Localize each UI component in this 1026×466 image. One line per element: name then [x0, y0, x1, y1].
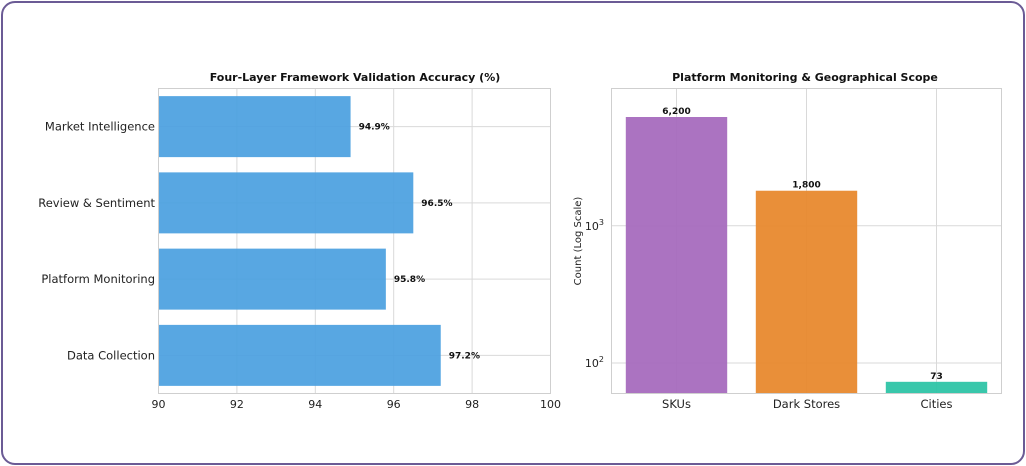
scope-bar	[625, 116, 728, 394]
scope-y-axis-label: Count (Log Scale)	[573, 197, 584, 286]
accuracy-bar	[158, 96, 351, 158]
accuracy-bar	[158, 248, 386, 310]
scope-bar-value-label: 6,200	[662, 107, 690, 117]
accuracy-bar-value-label: 97.2%	[449, 351, 480, 361]
accuracy-x-tick-label: 92	[230, 398, 244, 411]
accuracy-x-tick-label: 90	[152, 398, 166, 411]
scope-category-label: SKUs	[662, 397, 691, 411]
accuracy-bar	[158, 172, 414, 234]
scope-chart: Platform Monitoring & Geographical Scope…	[573, 71, 1002, 411]
accuracy-bar-value-label: 94.9%	[359, 123, 390, 133]
accuracy-category-label: Market Intelligence	[45, 120, 155, 134]
accuracy-bar-value-label: 96.5%	[421, 199, 452, 209]
scope-bar-value-label: 73	[930, 372, 943, 382]
scope-bar	[885, 381, 988, 394]
accuracy-x-tick-label: 100	[540, 398, 561, 411]
scope-y-tick-label: 102	[585, 355, 604, 370]
accuracy-bar-value-label: 95.8%	[394, 275, 425, 285]
scope-plot-area	[611, 88, 1002, 394]
accuracy-chart: Four-Layer Framework Validation Accuracy…	[38, 71, 561, 411]
accuracy-category-label: Review & Sentiment	[38, 196, 155, 210]
accuracy-chart-title: Four-Layer Framework Validation Accuracy…	[210, 71, 501, 84]
accuracy-category-label: Data Collection	[67, 348, 155, 362]
accuracy-x-tick-label: 98	[465, 398, 479, 411]
scope-bar	[755, 190, 858, 394]
accuracy-bar	[158, 324, 441, 386]
accuracy-category-label: Platform Monitoring	[41, 272, 155, 286]
accuracy-x-tick-label: 94	[308, 398, 322, 411]
scope-bar-value-label: 1,800	[792, 181, 820, 191]
accuracy-x-tick-label: 96	[387, 398, 401, 411]
scope-y-tick-label: 103	[585, 218, 604, 233]
scope-chart-title: Platform Monitoring & Geographical Scope	[672, 71, 938, 84]
scope-category-label: Dark Stores	[773, 397, 840, 411]
accuracy-plot-area	[158, 88, 551, 394]
scope-category-label: Cities	[921, 397, 953, 411]
